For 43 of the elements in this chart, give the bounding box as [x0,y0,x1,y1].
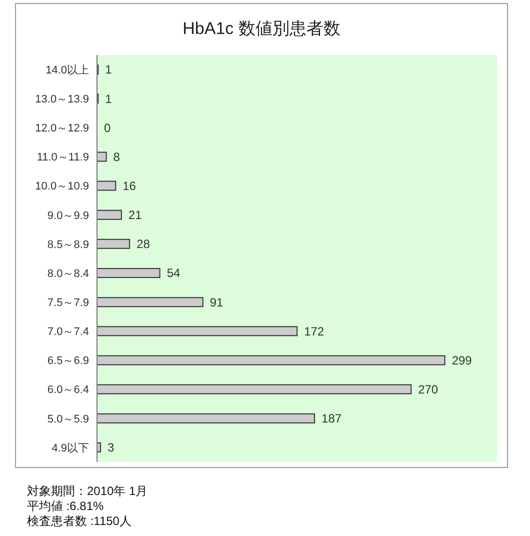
bar [97,355,446,366]
y-tick-label: 6.5～6.9 [47,355,89,368]
bar [97,442,101,452]
data-label: 21 [128,208,142,222]
data-label: 1 [105,92,112,106]
bar [97,152,107,162]
y-tick-label: 4.9以下 [52,441,89,454]
y-tick-label: 9.0～9.9 [47,210,89,222]
bar [97,413,316,424]
y-tick-label: 12.0～12.9 [35,122,89,135]
bar [97,180,116,191]
data-label: 54 [166,266,180,280]
bar [97,326,298,336]
y-tick-label: 7.0～7.4 [47,326,89,338]
data-label: 91 [210,295,224,310]
text: 対象期間：2010年 1月 [27,484,148,499]
bar [97,210,122,220]
data-label: 187 [322,412,342,426]
y-tick-label: 8.0～8.4 [47,268,89,280]
y-tick-label: 7.5～7.9 [47,297,89,310]
y-tick-label: 5.0～5.9 [47,413,89,426]
y-tick-label: 11.0～11.9 [36,152,89,164]
y-tick-label: 10.0～10.9 [35,180,89,193]
y-tick-label: 8.5～8.9 [47,238,89,251]
y-tick-label: 14.0以上 [46,63,89,76]
text: 平均値 :6.81% [27,499,105,514]
bar [97,238,130,249]
bar [97,268,160,278]
data-label: 299 [452,353,472,368]
data-label: 270 [418,382,438,397]
data-label: 0 [104,120,111,135]
data-label: 1 [105,62,112,77]
bar [97,384,412,394]
data-label: 8 [113,150,120,164]
data-label: 28 [136,237,150,252]
data-label: 172 [304,324,324,338]
data-label: 16 [122,179,136,194]
y-tick-label: 6.0～6.4 [47,384,89,396]
bar [97,297,204,308]
y-tick-label: 13.0～13.9 [35,94,89,106]
text: 検査患者数 :1150人 [27,514,132,529]
data-label: 3 [107,440,114,455]
chart-title: HbA1c 数値別患者数 [182,18,342,40]
